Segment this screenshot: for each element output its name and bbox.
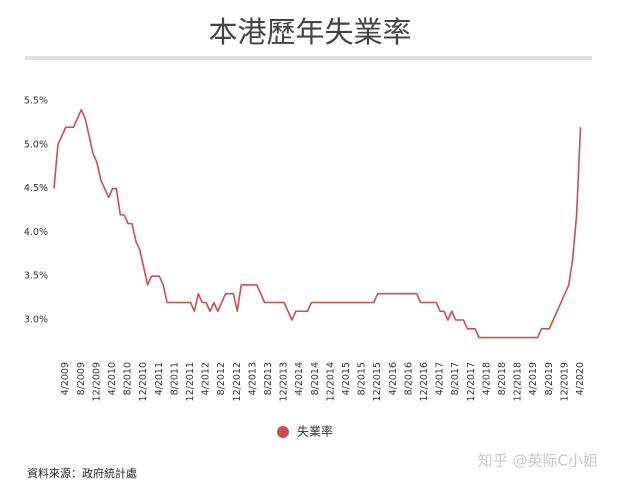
x-tick-label: 12/2011 <box>185 362 196 401</box>
x-tick-label: 4/2015 <box>341 362 352 395</box>
x-tick-label: 4/2012 <box>201 362 212 395</box>
y-tick-label: 5.5% <box>24 95 48 106</box>
x-tick-label: 8/2019 <box>544 362 555 395</box>
chart-title: 本港歷年失業率 <box>208 15 411 49</box>
x-tick-label: 8/2015 <box>357 362 368 395</box>
x-tick-label: 12/2009 <box>91 362 102 401</box>
x-tick-label: 4/2020 <box>575 362 586 395</box>
x-tick-label: 8/2013 <box>263 362 274 395</box>
x-tick-label: 8/2011 <box>169 362 180 395</box>
x-tick-label: 4/2014 <box>294 362 305 395</box>
y-tick-label: 4.0% <box>24 227 48 238</box>
x-tick-label: 12/2019 <box>559 362 570 401</box>
x-tick-label: 8/2018 <box>497 362 508 395</box>
x-tick-label: 8/2010 <box>123 362 134 395</box>
x-tick-label: 4/2017 <box>435 362 446 395</box>
x-tick-label: 4/2009 <box>60 362 71 395</box>
x-tick-label: 8/2014 <box>310 362 321 395</box>
x-tick-label: 12/2014 <box>325 362 336 401</box>
x-tick-label: 4/2018 <box>481 362 492 395</box>
data-line <box>53 108 582 339</box>
y-tick-label: 5.0% <box>24 139 48 150</box>
legend-label: 失業率 <box>297 424 333 439</box>
x-tick-label: 12/2018 <box>513 362 524 401</box>
x-tick-label: 4/2011 <box>154 362 165 395</box>
y-tick-label: 4.5% <box>24 183 48 194</box>
x-tick-label: 8/2017 <box>450 362 461 395</box>
x-tick-label: 12/2017 <box>466 362 477 401</box>
x-tick-label: 12/2010 <box>138 362 149 401</box>
x-tick-label: 4/2013 <box>247 362 258 395</box>
x-tick-label: 8/2016 <box>403 362 414 395</box>
x-tick-label: 12/2015 <box>372 362 383 401</box>
x-tick-label: 12/2016 <box>419 362 430 401</box>
x-tick-label: 8/2009 <box>76 362 87 395</box>
x-tick-label: 12/2012 <box>232 362 243 401</box>
y-tick-label: 3.5% <box>24 271 48 282</box>
source-note: 資料來源：政府統計處 <box>27 466 137 480</box>
legend-swatch <box>277 426 289 438</box>
watermark: 知乎 @英际C小姐 <box>478 452 598 470</box>
x-tick-label: 12/2013 <box>279 362 290 401</box>
x-tick-label: 4/2019 <box>528 362 539 395</box>
x-tick-label: 4/2010 <box>107 362 118 395</box>
x-tick-label: 4/2016 <box>388 362 399 395</box>
x-tick-label: 8/2012 <box>216 362 227 395</box>
y-tick-label: 3.0% <box>24 315 48 326</box>
